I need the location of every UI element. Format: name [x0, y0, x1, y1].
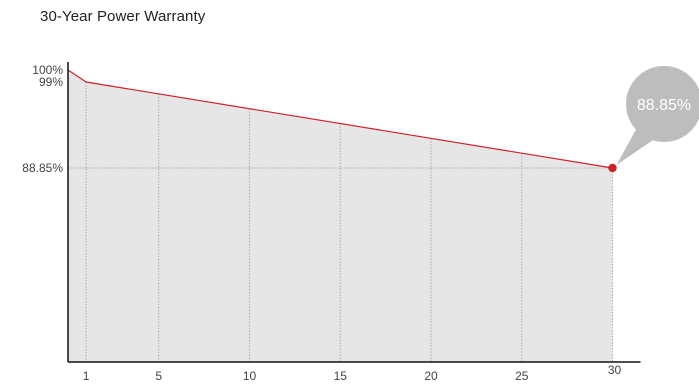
x-tick-label: 5 [155, 369, 162, 383]
callout-bubble [626, 66, 699, 142]
y-tick-label: 100% [32, 63, 63, 77]
x-tick-label: 20 [424, 369, 438, 383]
series-line [67, 69, 613, 169]
chart-title: 30-Year Power Warranty [40, 8, 206, 25]
callout-label: 88.85% [637, 97, 691, 114]
y-tick-label: 99% [39, 75, 63, 89]
end-point-marker [608, 163, 617, 173]
x-tick-label: 30 [608, 363, 622, 377]
x-tick-label: 25 [515, 369, 529, 383]
x-tick-label: 1 [83, 369, 90, 383]
x-tick-label: 10 [243, 369, 257, 383]
y-tick-label: 88.85% [22, 161, 63, 175]
x-tick-label: 15 [334, 369, 348, 383]
area-fill [68, 70, 613, 362]
